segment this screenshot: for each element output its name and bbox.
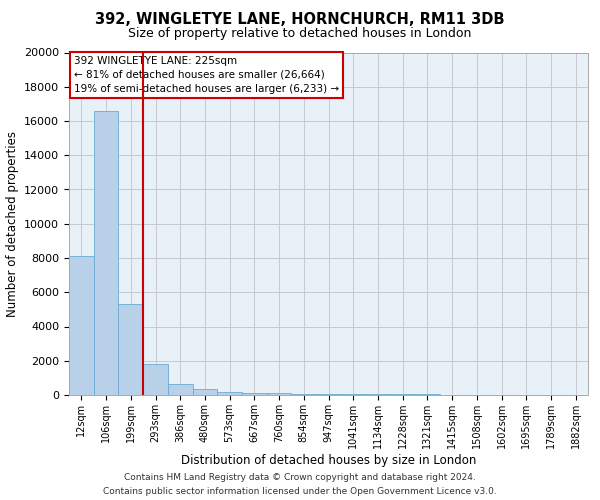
Bar: [316, 394, 341, 395]
Bar: [143, 364, 168, 395]
Text: Size of property relative to detached houses in London: Size of property relative to detached ho…: [128, 28, 472, 40]
Bar: [415, 394, 440, 395]
Bar: [365, 394, 390, 395]
Text: 392, WINGLETYE LANE, HORNCHURCH, RM11 3DB: 392, WINGLETYE LANE, HORNCHURCH, RM11 3D…: [95, 12, 505, 28]
Bar: [217, 392, 242, 395]
Bar: [267, 394, 292, 395]
Bar: [69, 256, 94, 395]
Bar: [341, 394, 365, 395]
Bar: [118, 304, 143, 395]
Bar: [390, 394, 415, 395]
Text: 392 WINGLETYE LANE: 225sqm
← 81% of detached houses are smaller (26,664)
19% of : 392 WINGLETYE LANE: 225sqm ← 81% of deta…: [74, 56, 340, 94]
Bar: [292, 394, 316, 395]
Text: Contains HM Land Registry data © Crown copyright and database right 2024.: Contains HM Land Registry data © Crown c…: [124, 472, 476, 482]
Bar: [193, 389, 217, 395]
Y-axis label: Number of detached properties: Number of detached properties: [5, 130, 19, 317]
X-axis label: Distribution of detached houses by size in London: Distribution of detached houses by size …: [181, 454, 476, 466]
Bar: [242, 393, 267, 395]
Text: Contains public sector information licensed under the Open Government Licence v3: Contains public sector information licen…: [103, 488, 497, 496]
Bar: [168, 384, 193, 395]
Bar: [94, 110, 118, 395]
